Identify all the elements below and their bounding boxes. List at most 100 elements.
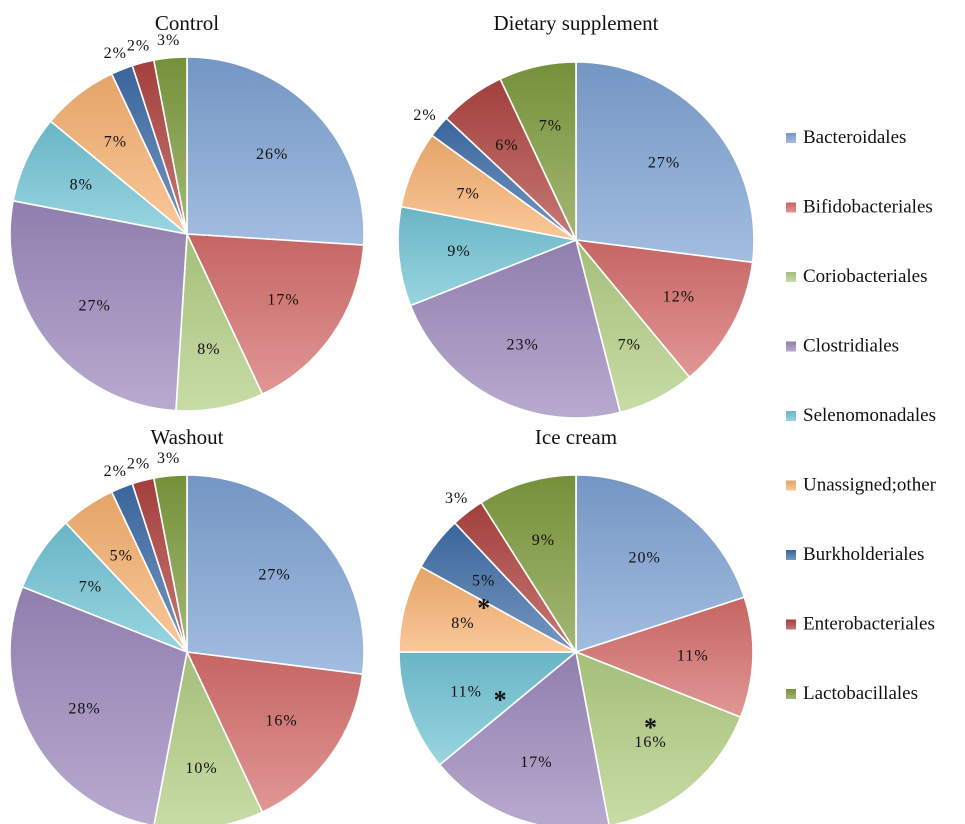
slice-label-coriobacteriales: 10% — [185, 760, 217, 777]
legend-label: Lactobacillales — [803, 683, 918, 704]
slice-clostridiales — [409, 238, 622, 419]
slice-label-enterobacteriales: 2% — [127, 37, 150, 54]
slice-label-clostridiales: 28% — [68, 700, 100, 717]
slice-coriobacteriales — [574, 650, 742, 824]
slice-label-bifidobacteriales: 16% — [265, 713, 297, 730]
slice-lactobacillales — [480, 474, 577, 655]
slice-label-enterobacteriales: 6% — [495, 137, 518, 154]
slice-label-bacteroidales: 27% — [258, 567, 290, 584]
slice-label-burkholderiales: 2% — [104, 45, 127, 62]
slice-clostridiales — [9, 585, 188, 824]
legend-item-selenomonadales: Selenomonadales — [786, 405, 936, 426]
slice-bacteroidales — [186, 56, 365, 246]
pie-title: Control — [155, 11, 219, 35]
legend-swatch — [786, 272, 796, 282]
slice-label-lactobacillales: 9% — [532, 532, 555, 549]
legend-item-burkholderiales: Burkholderiales — [786, 544, 924, 565]
slice-label-lactobacillales: 7% — [539, 117, 562, 134]
slice-selenomonadales — [398, 651, 579, 766]
slice-label-bifidobacteriales: 12% — [663, 289, 695, 306]
legend-item-enterobacteriales: Enterobacteriales — [786, 614, 935, 635]
slice-label-burkholderiales: 2% — [413, 107, 436, 124]
significance-marker: * — [644, 713, 657, 742]
slice-label-selenomonadales: 7% — [79, 578, 102, 595]
slice-label-unassigned-other: 8% — [451, 615, 474, 632]
slice-label-lactobacillales: 3% — [157, 32, 180, 49]
legend-swatch — [786, 550, 796, 560]
legend-label: Unassigned;other — [803, 475, 937, 496]
pie-washout: Washout 27% 16% 10% 28% 7% 5% 2% 2% 3% — [9, 425, 365, 824]
pie-title: Washout — [151, 425, 224, 449]
slice-coriobacteriales — [175, 233, 264, 412]
slice-unassigned-other — [398, 565, 577, 653]
legend-label: Enterobacteriales — [803, 614, 935, 635]
legend-label: Bacteroidales — [803, 127, 906, 148]
legend-item-unassigned-other: Unassigned;other — [786, 475, 937, 496]
slice-label-selenomonadales: 9% — [447, 243, 470, 260]
slice-bifidobacteriales — [185, 651, 364, 814]
slice-label-unassigned-other: 7% — [457, 185, 480, 202]
legend: Bacteroidales Bifidobacteriales Coriobacte… — [786, 127, 937, 704]
legend-label: Coriobacteriales — [803, 266, 928, 287]
slice-selenomonadales — [12, 120, 188, 235]
slice-label-burkholderiales: 2% — [104, 463, 127, 480]
legend-item-lactobacillales: Lactobacillales — [786, 683, 918, 704]
slice-label-lactobacillales: 3% — [157, 450, 180, 467]
legend-item-bifidobacteriales: Bifidobacteriales — [786, 197, 933, 218]
slice-label-clostridiales: 23% — [507, 337, 539, 354]
legend-swatch — [786, 619, 796, 630]
slice-label-coriobacteriales: 16% — [634, 734, 666, 751]
legend-swatch — [786, 411, 796, 421]
slice-lactobacillales — [152, 56, 188, 235]
legend-item-coriobacteriales: Coriobacteriales — [786, 266, 928, 287]
slice-label-enterobacteriales: 2% — [127, 455, 150, 472]
legend-label: Selenomonadales — [803, 405, 936, 426]
slice-bifidobacteriales — [574, 238, 754, 379]
legend-swatch — [786, 341, 796, 352]
slice-lactobacillales — [152, 474, 188, 653]
pie-title: Dietary supplement — [493, 11, 658, 35]
slice-clostridiales — [9, 199, 188, 412]
slice-selenomonadales — [397, 205, 579, 307]
slice-bacteroidales — [186, 474, 365, 676]
legend-label: Bifidobacteriales — [803, 197, 933, 218]
slice-label-unassigned-other: 5% — [110, 547, 133, 564]
significance-marker: * — [477, 593, 490, 622]
slice-label-bifidobacteriales: 17% — [267, 292, 299, 309]
slice-label-enterobacteriales: 3% — [445, 490, 468, 507]
pie-title: Ice cream — [535, 425, 617, 449]
slice-label-coriobacteriales: 7% — [618, 337, 641, 354]
legend-swatch — [786, 480, 796, 491]
slice-coriobacteriales — [153, 649, 264, 824]
slice-label-selenomonadales: 8% — [70, 176, 93, 193]
slice-label-burkholderiales: 5% — [472, 572, 495, 589]
slice-label-selenomonadales: 11% — [450, 684, 482, 701]
slice-clostridiales — [438, 650, 610, 824]
pie-dietary-supplement: Dietary supplement 27% 12% 7% 23% 9% 7% 2% 6% 7% — [397, 11, 755, 419]
legend-swatch — [786, 133, 796, 143]
slice-label-unassigned-other: 7% — [104, 134, 127, 151]
legend-label: Burkholderiales — [803, 544, 924, 565]
legend-swatch — [786, 202, 796, 213]
slice-label-bacteroidales: 26% — [256, 146, 288, 163]
slice-bacteroidales — [575, 61, 755, 264]
significance-marker: * — [494, 686, 507, 715]
slice-label-bifidobacteriales: 11% — [677, 648, 709, 665]
slice-label-clostridiales: 27% — [79, 298, 111, 315]
legend-item-clostridiales: Clostridiales — [786, 336, 899, 357]
legend-item-bacteroidales: Bacteroidales — [786, 127, 906, 148]
slice-bacteroidales — [575, 474, 746, 654]
pie-control: Control 26% 17% 8% 27% 8% 7% 2% 2% 3% — [9, 11, 365, 412]
slice-label-clostridiales: 17% — [520, 754, 552, 771]
slice-lactobacillales — [499, 61, 577, 241]
slice-label-bacteroidales: 27% — [648, 154, 680, 171]
slice-bifidobacteriales — [185, 233, 365, 396]
slice-bifidobacteriales — [573, 596, 754, 719]
legend-swatch — [786, 689, 796, 699]
slice-label-coriobacteriales: 8% — [197, 341, 220, 358]
legend-label: Clostridiales — [803, 336, 899, 357]
slice-label-bacteroidales: 20% — [629, 550, 661, 567]
